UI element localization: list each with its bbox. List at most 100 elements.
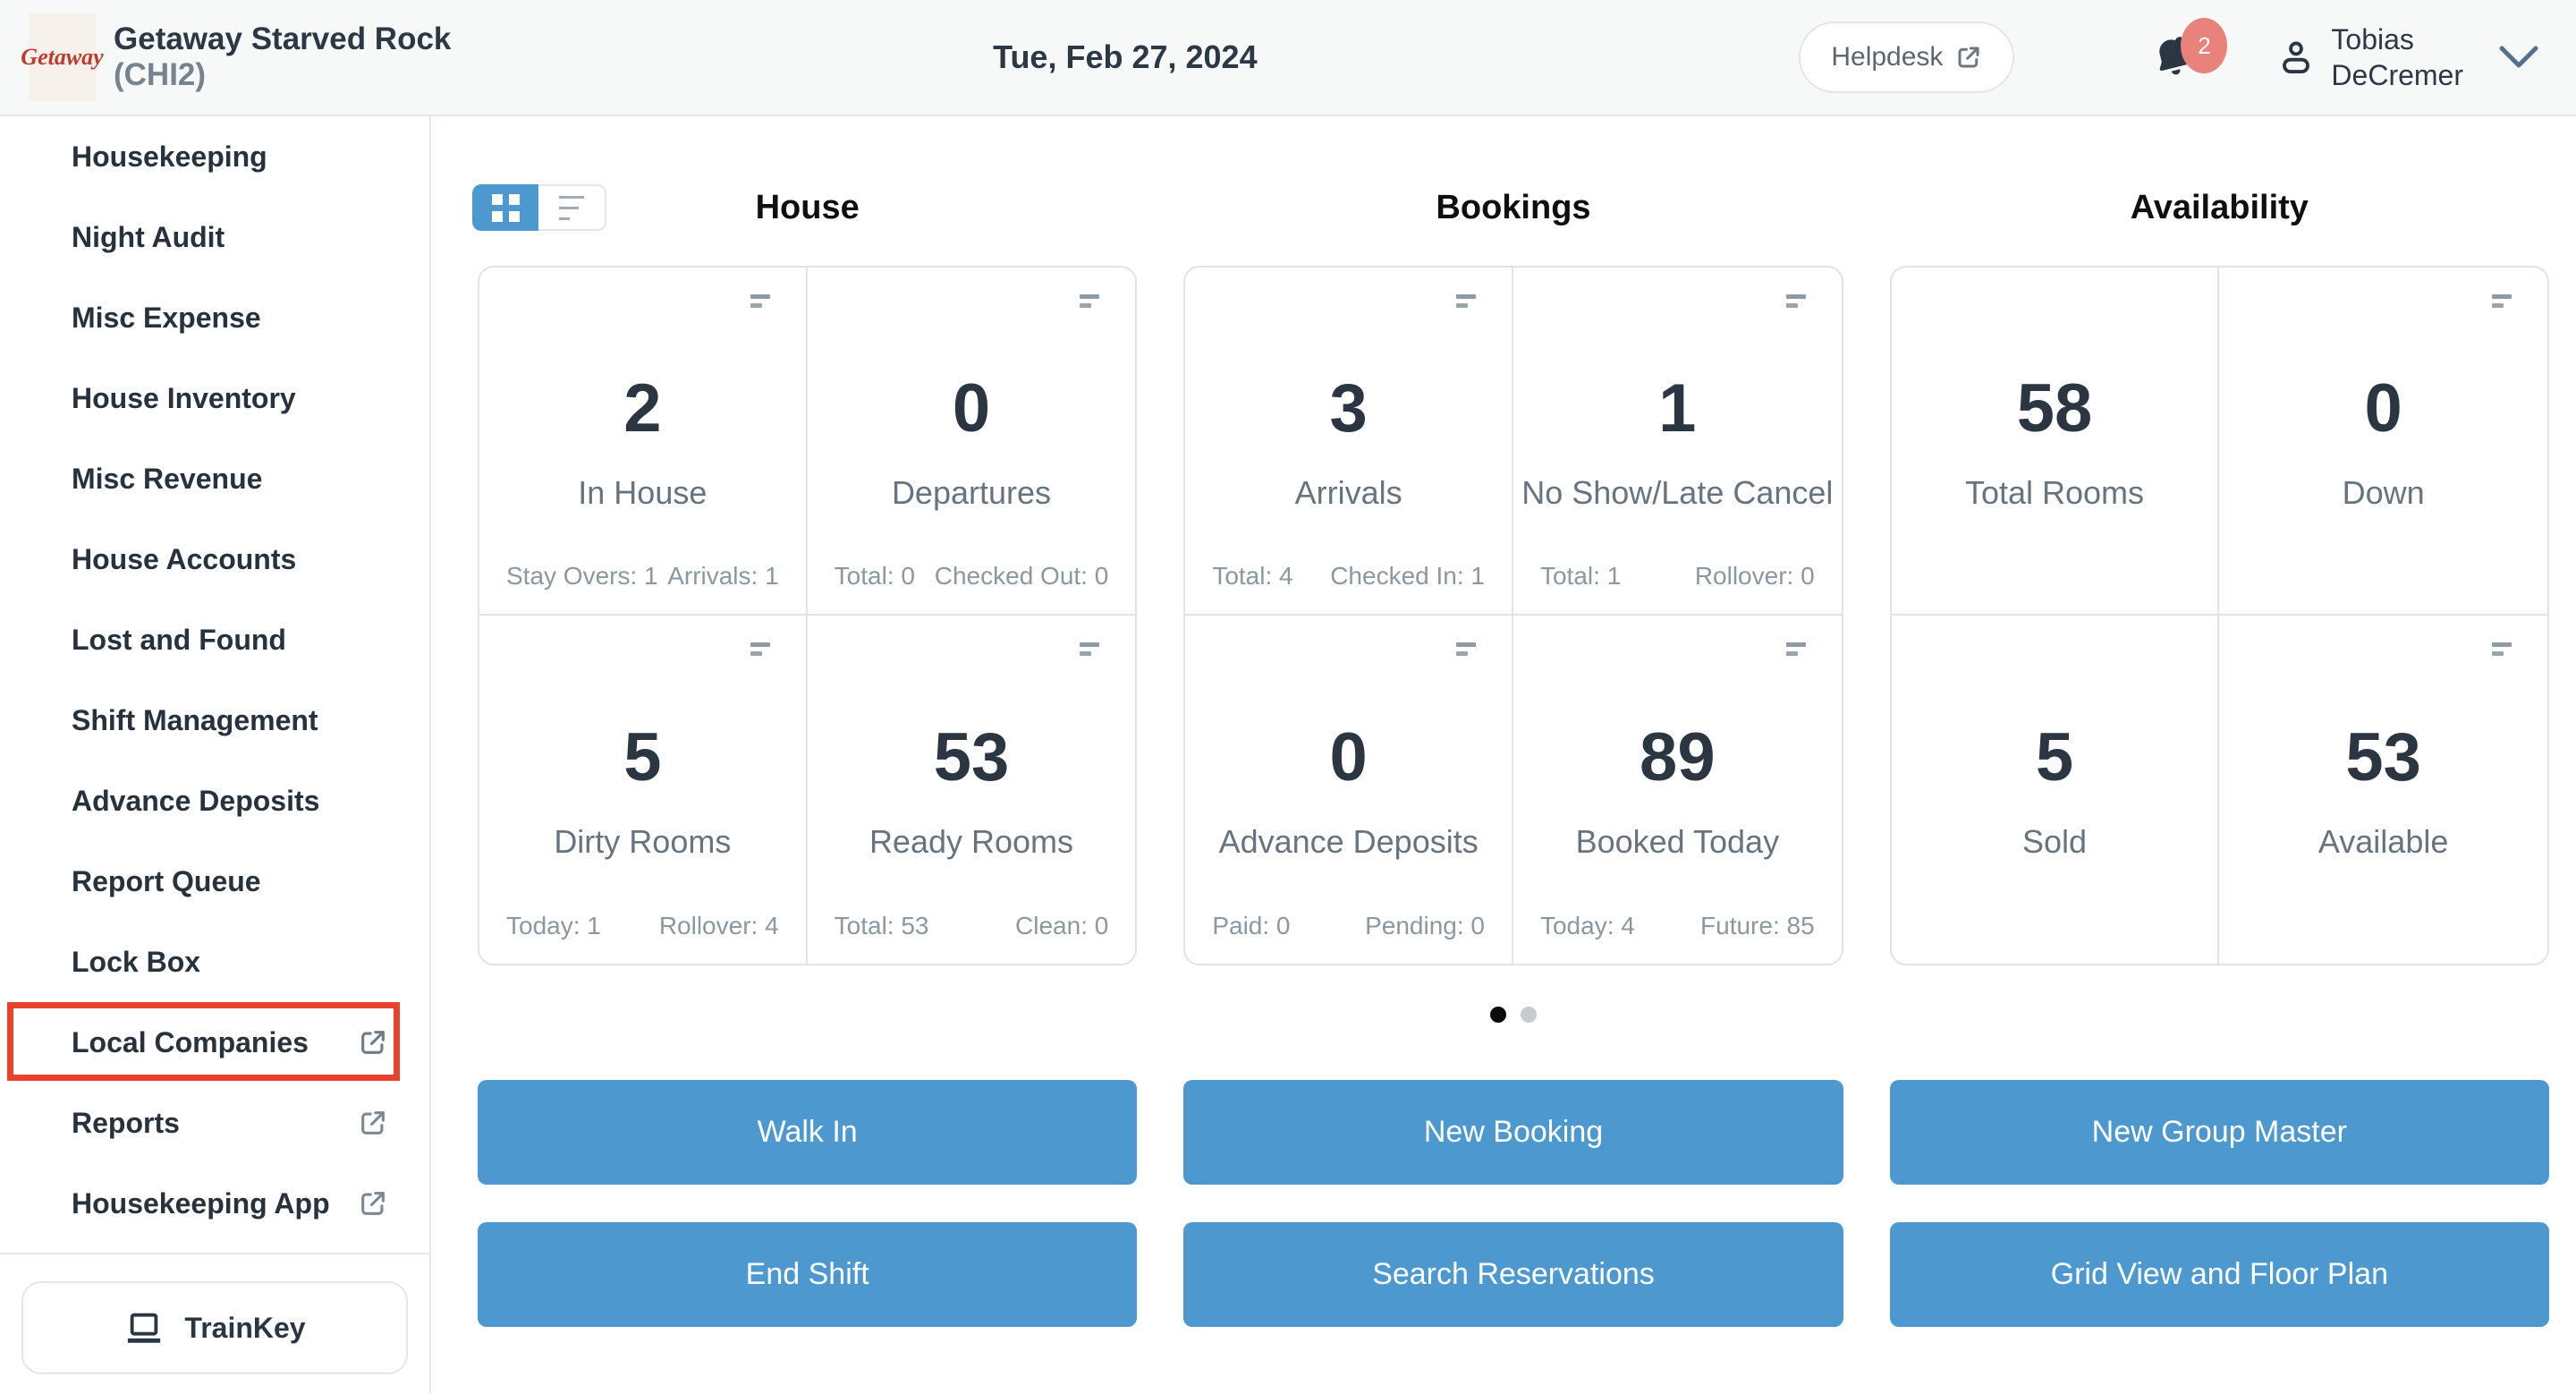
sidebar-item-housekeeping[interactable]: Housekeeping bbox=[72, 140, 267, 173]
getaway-logo-text: Getaway bbox=[21, 44, 104, 70]
card-label: Departures bbox=[891, 474, 1052, 511]
total-rooms-card[interactable]: 58 Total Rooms bbox=[1891, 268, 2220, 616]
user-menu[interactable]: Tobias DeCremer bbox=[2275, 21, 2463, 93]
card-label: Arrivals bbox=[1294, 474, 1402, 511]
external-link-icon bbox=[1955, 44, 1982, 71]
card-label: In House bbox=[578, 474, 708, 511]
sidebar-item-house-accounts[interactable]: House Accounts bbox=[72, 542, 297, 575]
card-label: Advance Deposits bbox=[1218, 823, 1479, 860]
arrivals-card[interactable]: 3 Arrivals Total: 4 Checked In: 1 bbox=[1185, 268, 1513, 616]
card-menu-icon[interactable] bbox=[1455, 294, 1476, 308]
card-menu-icon[interactable] bbox=[2491, 642, 2512, 656]
no-show-late-cancel-card[interactable]: 1 No Show/Late Cancel Total: 1 Rollover:… bbox=[1513, 268, 1842, 616]
new-booking-button[interactable]: New Booking bbox=[1183, 1080, 1843, 1185]
sidebar: Housekeeping Night Audit Misc Expense Ho… bbox=[0, 116, 431, 1394]
in-house-card[interactable]: 2 In House Stay Overs: 1 Arrivals: 1 bbox=[479, 268, 808, 616]
trainkey-section: TrainKey bbox=[0, 1253, 429, 1394]
user-first-name: Tobias bbox=[2331, 23, 2414, 55]
sidebar-item-house-inventory[interactable]: House Inventory bbox=[72, 381, 296, 414]
card-label: Dirty Rooms bbox=[554, 823, 732, 860]
dashboard: House Bookings Availability 2 In House S… bbox=[431, 116, 2576, 1394]
sidebar-item-advance-deposits[interactable]: Advance Deposits bbox=[72, 784, 320, 817]
property-code: (CHI2) bbox=[114, 57, 207, 92]
card-menu-icon[interactable] bbox=[1080, 294, 1100, 308]
user-last-name: DeCremer bbox=[2331, 59, 2463, 91]
card-stats: Total: 53 Clean: 0 bbox=[834, 912, 1109, 939]
booked-today-card[interactable]: 89 Booked Today Today: 4 Future: 85 bbox=[1513, 616, 1842, 964]
advance-deposits-card[interactable]: 0 Advance Deposits Paid: 0 Pending: 0 bbox=[1185, 616, 1513, 964]
sidebar-item-reports[interactable]: Reports bbox=[0, 1083, 429, 1163]
sidebar-item-housekeeping-app[interactable]: Housekeeping App bbox=[0, 1163, 429, 1244]
sidebar-item-night-audit[interactable]: Night Audit bbox=[72, 220, 225, 253]
ready-rooms-card[interactable]: 53 Ready Rooms Total: 53 Clean: 0 bbox=[808, 616, 1136, 964]
carousel-pagination bbox=[478, 1007, 2549, 1023]
action-buttons-row-2: End Shift Search Reservations Grid View … bbox=[478, 1222, 2549, 1327]
header-right: Helpdesk 2 bbox=[1799, 18, 2540, 93]
sidebar-item-lock-box[interactable]: Lock Box bbox=[72, 945, 201, 978]
search-reservations-button[interactable]: Search Reservations bbox=[1183, 1222, 1843, 1327]
card-label: Booked Today bbox=[1575, 823, 1780, 860]
departures-card[interactable]: 0 Departures Total: 0 Checked Out: 0 bbox=[807, 268, 1136, 616]
card-menu-icon[interactable] bbox=[750, 294, 770, 308]
external-link-icon bbox=[358, 1188, 388, 1219]
card-value: 89 bbox=[1640, 719, 1716, 795]
sidebar-item-lost-and-found[interactable]: Lost and Found bbox=[72, 623, 286, 656]
action-buttons-row-1: Walk In New Booking New Group Master bbox=[478, 1080, 2549, 1185]
trainkey-button[interactable]: TrainKey bbox=[21, 1281, 408, 1374]
chevron-down-icon[interactable] bbox=[2497, 44, 2540, 71]
card-value: 5 bbox=[623, 719, 662, 795]
external-link-icon bbox=[358, 1027, 388, 1058]
section-title-house: House bbox=[755, 189, 860, 226]
sidebar-item-misc-expense[interactable]: Misc Expense bbox=[72, 301, 261, 334]
card-label: Ready Rooms bbox=[869, 823, 1074, 860]
sidebar-item-local-companies[interactable]: Local Companies bbox=[0, 1002, 429, 1083]
section-title-bookings: Bookings bbox=[1436, 189, 1591, 226]
available-card[interactable]: 53 Available bbox=[2219, 616, 2547, 964]
card-menu-icon[interactable] bbox=[1455, 642, 1476, 656]
card-stats: Stay Overs: 1 Arrivals: 1 bbox=[506, 562, 779, 590]
card-stats: Total: 0 Checked Out: 0 bbox=[834, 562, 1109, 590]
bookings-card-group: 3 Arrivals Total: 4 Checked In: 1 1 No S… bbox=[1183, 266, 1843, 965]
helpdesk-label: Helpdesk bbox=[1831, 42, 1944, 72]
card-value: 0 bbox=[1329, 719, 1368, 795]
brand: Getaway Getaway Starved Rock (CHI2) bbox=[21, 13, 452, 101]
sidebar-item-shift-management[interactable]: Shift Management bbox=[72, 703, 318, 736]
page-dot-1[interactable] bbox=[1490, 1007, 1506, 1023]
card-value: 5 bbox=[2035, 719, 2074, 795]
helpdesk-button[interactable]: Helpdesk bbox=[1799, 21, 2015, 93]
new-group-master-button[interactable]: New Group Master bbox=[1889, 1080, 2549, 1185]
grid-view-floor-plan-button[interactable]: Grid View and Floor Plan bbox=[1889, 1222, 2549, 1327]
end-shift-button[interactable]: End Shift bbox=[478, 1222, 1138, 1327]
card-menu-icon[interactable] bbox=[1785, 642, 1806, 656]
sidebar-item-misc-revenue[interactable]: Misc Revenue bbox=[72, 462, 263, 495]
card-menu-icon[interactable] bbox=[750, 642, 770, 656]
down-card[interactable]: 0 Down bbox=[2219, 268, 2547, 616]
card-label: Sold bbox=[2021, 823, 2088, 860]
card-menu-icon[interactable] bbox=[1080, 642, 1100, 656]
card-groups: 2 In House Stay Overs: 1 Arrivals: 1 0 D… bbox=[478, 266, 2549, 965]
section-title-availability: Availability bbox=[2130, 189, 2309, 226]
sold-card[interactable]: 5 Sold bbox=[1892, 616, 2220, 964]
view-toggle bbox=[472, 184, 606, 231]
grid-view-button[interactable] bbox=[472, 184, 538, 231]
card-value: 0 bbox=[2364, 370, 2402, 446]
card-label: Down bbox=[2342, 474, 2425, 511]
card-menu-icon[interactable] bbox=[1785, 294, 1806, 308]
card-value: 53 bbox=[2345, 719, 2421, 795]
card-stats: Today: 1 Rollover: 4 bbox=[506, 912, 779, 939]
card-stats: Total: 4 Checked In: 1 bbox=[1212, 562, 1485, 590]
card-label: Available bbox=[2318, 823, 2449, 860]
card-value: 2 bbox=[623, 370, 662, 446]
property-name: Getaway Starved Rock bbox=[114, 21, 452, 56]
list-view-button[interactable] bbox=[538, 184, 606, 231]
page-dot-2[interactable] bbox=[1521, 1007, 1537, 1023]
external-link-icon bbox=[358, 1108, 388, 1138]
card-value: 3 bbox=[1329, 370, 1368, 446]
grid-view-icon bbox=[491, 193, 520, 222]
notifications-button[interactable]: 2 bbox=[2148, 18, 2228, 82]
sidebar-item-report-queue[interactable]: Report Queue bbox=[72, 864, 261, 897]
dirty-rooms-card[interactable]: 5 Dirty Rooms Today: 1 Rollover: 4 bbox=[479, 616, 808, 964]
walk-in-button[interactable]: Walk In bbox=[478, 1080, 1138, 1185]
card-menu-icon[interactable] bbox=[2491, 294, 2512, 308]
current-date: Tue, Feb 27, 2024 bbox=[993, 38, 1258, 75]
